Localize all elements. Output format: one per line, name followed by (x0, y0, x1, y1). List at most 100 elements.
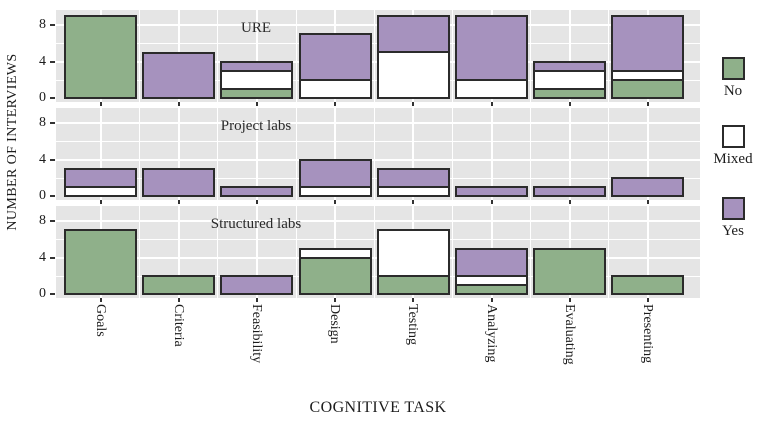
bar-segment-yes: 6 (611, 15, 685, 72)
x-tick (334, 298, 337, 302)
x-grid-line-minor (217, 10, 219, 102)
y-grid-line (56, 141, 700, 143)
bar-segment-mixed: 5 (376, 229, 450, 277)
bar-segment-yes: 2 (220, 274, 294, 295)
y-tick (50, 256, 55, 259)
x-grid-line (568, 108, 571, 200)
bar-segment-no: 2 (376, 274, 450, 295)
x-tick (99, 298, 102, 302)
bar-evaluating: 1 (533, 185, 607, 197)
bar-segment-no: 1 (220, 87, 294, 99)
x-grid-line (568, 10, 571, 102)
bar-analyzing: 311 (455, 247, 528, 295)
legend-item-mixed: Mixed (701, 125, 764, 168)
x-category-label-analyzing: Analyzing (483, 304, 499, 363)
x-category-label-criteria: Criteria (170, 304, 186, 347)
x-grid-line-minor (139, 108, 141, 200)
y-grid-line (56, 158, 700, 161)
y-tick-label: 8 (39, 17, 46, 33)
bar-evaluating: 5 (533, 247, 607, 295)
x-tick (490, 102, 493, 106)
x-grid-line-minor (530, 108, 532, 200)
x-tick (646, 102, 649, 106)
bar-segment-mixed: 2 (220, 69, 294, 90)
bar-design: 31 (298, 158, 372, 197)
x-grid-line-minor (530, 206, 532, 298)
bar-presenting: 2 (611, 176, 685, 197)
x-grid-line (177, 206, 180, 298)
x-grid-line-minor (373, 206, 375, 298)
bar-feasibility: 121 (220, 60, 294, 99)
bar-segment-no: 4 (298, 256, 372, 295)
panel-ure: 95121524572121612URE048 (39, 10, 700, 106)
x-grid-line (646, 206, 649, 298)
y-tick (50, 158, 55, 161)
x-category-label-feasibility: Feasibility (248, 304, 264, 364)
x-grid-line-minor (373, 108, 375, 200)
bar-feasibility: 2 (220, 274, 294, 295)
x-axis-title: COGNITIVE TASK (309, 399, 447, 416)
x-grid-line (412, 108, 415, 200)
bar-segment-yes: 1 (455, 185, 528, 197)
panel-title-ure: URE (241, 20, 271, 36)
bar-presenting: 2 (611, 274, 685, 295)
bar-segment-yes: 1 (220, 185, 294, 197)
x-grid-line (255, 206, 258, 298)
y-tick-label: 8 (39, 213, 46, 229)
x-grid-line (255, 108, 258, 200)
x-tick (646, 298, 649, 302)
x-grid-line-minor (451, 10, 453, 102)
x-tick (177, 200, 180, 204)
bar-segment-no: 7 (64, 229, 137, 295)
bar-analyzing: 1 (455, 185, 528, 197)
bar-segment-yes: 5 (142, 51, 216, 99)
legend-item-yes: Yes (701, 197, 764, 240)
bar-segment-yes: 2 (611, 176, 685, 197)
bar-segment-no: 5 (533, 247, 607, 295)
x-grid-line-minor (139, 206, 141, 298)
bar-segment-yes: 3 (298, 158, 372, 188)
bar-goals: 9 (64, 15, 137, 99)
bar-criteria: 3 (142, 167, 216, 197)
x-grid-line-minor (373, 10, 375, 102)
x-category-label-goals: Goals (92, 304, 108, 337)
bar-testing: 21 (376, 167, 450, 197)
bar-segment-no: 2 (142, 274, 216, 295)
bar-goals: 7 (64, 229, 137, 295)
x-tick (568, 298, 571, 302)
bar-segment-mixed: 2 (533, 69, 607, 90)
y-tick (50, 293, 55, 295)
y-grid-line (56, 220, 700, 223)
x-grid-line (490, 108, 493, 200)
bar-segment-yes: 7 (455, 15, 528, 81)
bar-evaluating: 121 (533, 60, 607, 99)
bar-segment-mixed: 2 (455, 78, 528, 99)
y-tick-label: 4 (39, 151, 46, 167)
x-grid-line (646, 108, 649, 200)
x-tick (177, 102, 180, 106)
x-tick (177, 298, 180, 302)
x-grid-line (334, 108, 337, 200)
x-tick (334, 200, 337, 204)
x-grid-line-minor (139, 10, 141, 102)
bar-segment-yes: 3 (142, 167, 216, 197)
y-tick (50, 195, 55, 197)
x-tick (568, 200, 571, 204)
x-grid-line-minor (608, 108, 610, 200)
x-tick (490, 200, 493, 204)
x-grid-line-minor (295, 108, 297, 200)
bar-goals: 21 (64, 167, 137, 197)
y-tick-label: 4 (39, 249, 46, 265)
bar-segment-mixed: 5 (376, 51, 450, 99)
bar-segment-no: 2 (611, 78, 685, 99)
bar-segment-no: 2 (611, 274, 685, 295)
x-grid-line-minor (295, 206, 297, 298)
bar-feasibility: 1 (220, 185, 294, 197)
bar-criteria: 2 (142, 274, 216, 295)
y-tick-label: 4 (39, 53, 46, 69)
x-grid-line-minor (530, 10, 532, 102)
x-tick (255, 200, 258, 204)
x-grid-line-minor (451, 108, 453, 200)
x-category-label-evaluating: Evaluating (561, 304, 577, 365)
